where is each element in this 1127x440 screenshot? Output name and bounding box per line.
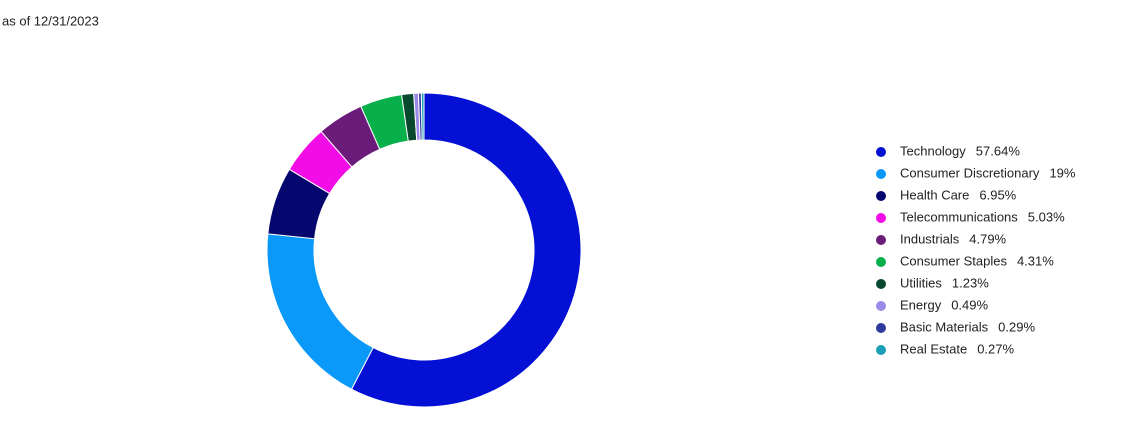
chart-subtitle: as of 12/31/2023 [2,13,99,28]
legend-label: Consumer Discretionary [900,165,1040,180]
donut-slice [420,92,425,141]
legend-value: 4.79% [969,231,1006,246]
legend-marker [876,279,886,289]
legend-label: Real Estate [900,341,967,356]
legend-value: 6.95% [979,187,1016,202]
legend-marker [876,323,886,333]
legend-marker [876,345,886,355]
donut-slice [350,92,582,408]
legend-label: Energy [900,297,942,312]
legend-value: 0.27% [977,341,1014,356]
legend-marker [876,235,886,245]
legend-marker [876,147,886,157]
legend-label: Telecommunications [900,209,1018,224]
legend-label: Basic Materials [900,319,989,334]
legend-value: 0.29% [998,319,1035,334]
legend-value: 1.23% [952,275,989,290]
legend-marker [876,257,886,267]
legend-value: 57.64% [976,143,1021,158]
legend-label: Utilities [900,275,942,290]
legend-marker [876,169,886,179]
legend-marker [876,213,886,223]
legend-label: Health Care [900,187,969,202]
legend-value: 5.03% [1028,209,1065,224]
legend-value: 19% [1049,165,1075,180]
legend-label: Industrials [900,231,960,246]
legend-marker [876,301,886,311]
legend-value: 4.31% [1017,253,1054,268]
legend-marker [876,191,886,201]
donut-slice [266,233,374,390]
legend-label: Technology [900,143,966,158]
legend-label: Consumer Staples [900,253,1007,268]
legend-value: 0.49% [951,297,988,312]
